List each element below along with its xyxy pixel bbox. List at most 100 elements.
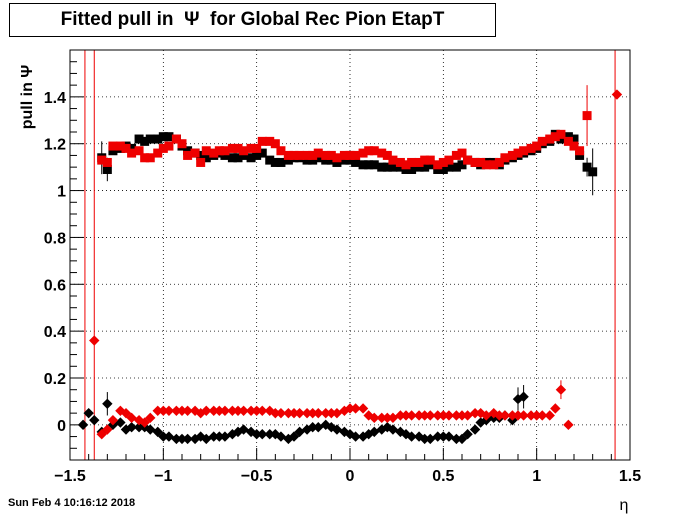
data-point-square (388, 155, 398, 165)
data-point-diamond (456, 410, 468, 421)
data-point-diamond (158, 405, 169, 416)
data-point-square (407, 164, 417, 174)
data-point-diamond (171, 405, 182, 416)
data-point-diamond (89, 335, 100, 346)
data-point-square (108, 146, 118, 156)
data-point-square (425, 155, 435, 165)
data-point-diamond (96, 429, 107, 440)
data-point-square (302, 150, 312, 160)
data-point-diamond (270, 407, 281, 419)
data-point-diamond (283, 407, 294, 419)
data-point-square (190, 148, 200, 158)
data-point-square (339, 150, 349, 160)
data-point-square (145, 153, 155, 163)
data-point-square (102, 164, 112, 174)
data-point-diamond (163, 405, 175, 416)
data-point-square (127, 143, 137, 153)
data-point-diamond (432, 431, 443, 442)
x-tick-label: 0 (346, 468, 355, 485)
data-point-diamond (469, 424, 481, 435)
data-point-diamond (382, 412, 393, 424)
data-point-square (433, 164, 443, 174)
data-point-diamond (102, 424, 113, 435)
data-point-square (201, 146, 211, 156)
data-point-diamond (611, 89, 623, 100)
data-point-square (145, 134, 155, 144)
data-point-square (140, 153, 150, 163)
data-point-square (556, 129, 566, 139)
data-point-square (183, 150, 193, 160)
data-point-square (214, 146, 224, 156)
data-point-square (134, 134, 144, 144)
data-point-diamond (451, 433, 462, 445)
data-point-square (588, 167, 598, 177)
data-point-square (220, 150, 230, 160)
data-point-diamond (413, 410, 425, 421)
data-point-square (339, 155, 349, 165)
y-tick-label: 0.8 (44, 230, 66, 247)
data-point-square (377, 162, 387, 172)
data-point-square (351, 157, 361, 167)
data-point-square (326, 150, 336, 160)
data-point-square (414, 162, 424, 172)
x-tick-label: 0.5 (432, 468, 454, 485)
data-point-square (233, 143, 243, 153)
data-point-square (494, 157, 504, 167)
data-point-square (364, 146, 374, 156)
axes: −1.5 −1 −0.5 0 0.5 1 1.5 0 0.2 0.4 0.6 0.8 1 1.2 1.4 (44, 61, 641, 485)
data-point-square (575, 146, 585, 156)
data-point-square (220, 146, 230, 156)
data-point-square (326, 155, 336, 165)
data-point-square (470, 157, 480, 167)
data-point-diamond (451, 410, 462, 421)
data-point-square (507, 150, 517, 160)
data-point-square (308, 155, 318, 165)
data-point-diamond (518, 410, 529, 421)
data-point-diamond (544, 410, 555, 421)
x-tick-label: −0.5 (241, 468, 273, 485)
data-point-diamond (313, 407, 324, 419)
data-point-diamond (307, 407, 318, 419)
data-point-diamond (507, 410, 518, 421)
data-point-square (265, 155, 275, 165)
data-point-square (177, 139, 187, 149)
data-point-square (433, 160, 443, 170)
data-point-square (463, 155, 473, 165)
data-point-diamond (288, 407, 300, 419)
data-point-square (438, 164, 448, 174)
x-axis-label: η (620, 497, 629, 514)
data-point-diamond (301, 407, 313, 419)
data-point-square (401, 164, 411, 174)
data-point-square (457, 148, 467, 158)
data-point-square (388, 162, 398, 172)
data-point-diamond (182, 433, 193, 445)
data-point-square (321, 150, 331, 160)
data-point-square (239, 146, 249, 156)
data-point-diamond (145, 412, 156, 424)
data-point-square (364, 160, 374, 170)
data-point-diamond (344, 403, 356, 414)
data-point-diamond (251, 429, 262, 440)
data-point-diamond (232, 405, 244, 416)
data-point-square (140, 136, 150, 146)
data-point-diamond (499, 410, 511, 421)
data-point-square (276, 157, 286, 167)
data-point-square (582, 111, 592, 121)
data-point-square (201, 153, 211, 163)
data-point-diamond (275, 407, 287, 419)
data-point-square (377, 148, 387, 158)
data-point-diamond (107, 414, 119, 426)
data-point-square (115, 141, 125, 151)
data-point-square (102, 157, 112, 167)
data-point-square (569, 141, 579, 151)
data-point-square (358, 160, 368, 170)
data-point-square (252, 143, 262, 153)
data-point-diamond (176, 433, 188, 445)
data-point-square (252, 150, 262, 160)
data-point-diamond (531, 410, 542, 421)
data-point-diamond (550, 403, 561, 414)
data-point-square (289, 150, 299, 160)
data-point-square (321, 155, 331, 165)
data-point-diamond (326, 407, 337, 419)
